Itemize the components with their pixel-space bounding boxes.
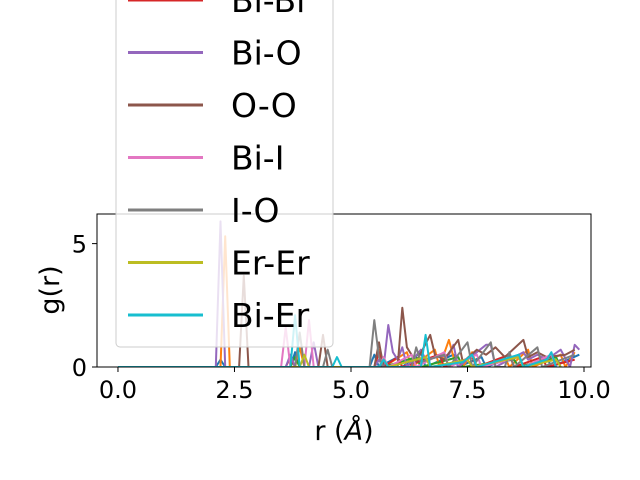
legend-label-1: Bi-O	[231, 34, 302, 73]
x-axis-ticks: 0.0 2.5 5.0 7.5 10.0	[99, 367, 611, 404]
legend-label-6: Bi-Er	[231, 296, 310, 335]
x-tick-label-3: 7.5	[448, 376, 486, 404]
x-tick-label-4: 10.0	[557, 376, 610, 404]
legend-label-4: I-O	[231, 191, 280, 230]
x-tick-label-2: 5.0	[332, 376, 370, 404]
legend-label-0: Bi-Bi	[231, 0, 305, 20]
legend-label-3: Bi-I	[231, 139, 284, 178]
series-layer	[118, 220, 581, 367]
x-tick-label-0: 0.0	[99, 376, 137, 404]
series-line-9	[118, 314, 557, 367]
y-axis-ticks: 05	[72, 231, 97, 382]
y-axis-label: g(r)	[35, 265, 66, 314]
x-axis-label: r (Å)	[314, 415, 373, 447]
y-tick-label-0: 0	[72, 354, 87, 382]
y-tick-label-1: 5	[72, 231, 87, 259]
series-line-4	[118, 220, 581, 367]
x-tick-label-1: 2.5	[215, 376, 253, 404]
legend-label-2: O-O	[231, 86, 297, 125]
legend: Bi-Bi Bi-O O-O Bi-I I-O Er-Er Bi-Er	[115, 0, 334, 348]
legend-frame	[115, 0, 334, 348]
legend-label-5: Er-Er	[231, 244, 310, 283]
series-line-7	[118, 319, 576, 367]
plot-frame	[96, 213, 592, 368]
